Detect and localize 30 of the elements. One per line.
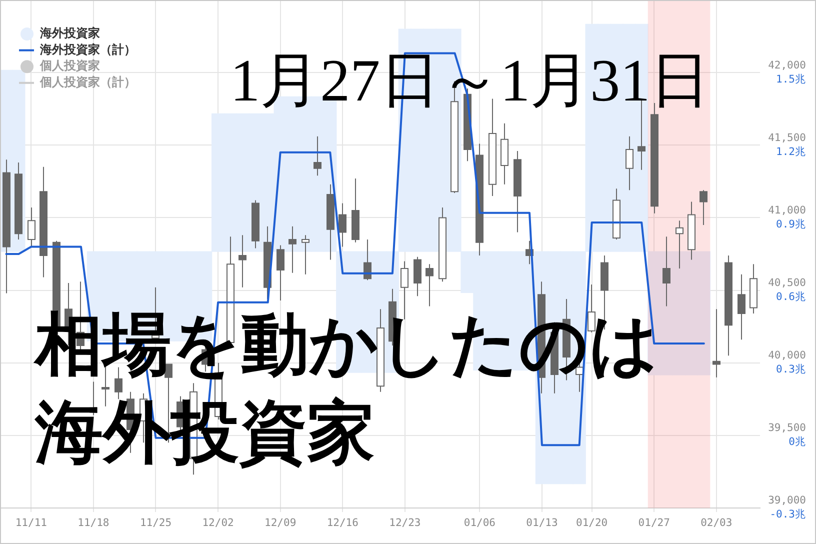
x-tick-label: 11/18 [78,517,110,530]
legend-label: 個人投資家（計） [39,75,136,90]
y-tick-label: 39,000 [768,494,806,507]
y2-tick-label: 1.5兆 [776,72,806,86]
y-tick-label: 40,000 [768,350,806,362]
x-tick-label: 11/25 [140,517,172,530]
y2-tick-label: 0.9兆 [776,217,806,230]
x-tick-label: 01/27 [638,517,670,530]
x-tick-label: 01/20 [576,517,608,530]
y2-tick-label: 0兆 [788,435,806,448]
x-tick-label: 02/03 [700,517,732,530]
y-tick-label: 39,500 [768,422,806,434]
y-tick-label: 41,500 [768,132,806,144]
legend-label: 海外投資家 [39,26,100,40]
y-tick-label: 41,000 [768,204,806,216]
x-tick-label: 12/23 [389,517,421,530]
legend-label: 海外投資家（計） [39,42,136,56]
x-tick-label: 12/16 [326,517,358,530]
y-tick-label: 42,000 [768,59,806,72]
y2-tick-label: -0.3兆 [770,508,806,521]
x-tick-label: 12/09 [264,517,296,530]
legend-label: 個人投資家 [39,58,100,73]
x-tick-label: 01/06 [464,517,496,530]
x-tick-label: 12/02 [202,517,234,530]
x-tick-label: 11/11 [15,517,47,530]
y2-tick-label: 0.3兆 [776,362,806,376]
y2-tick-label: 1.2兆 [776,144,806,158]
y2-tick-label: 0.6兆 [776,290,806,304]
y-tick-label: 40,500 [768,277,806,290]
x-tick-label: 01/13 [526,517,558,530]
